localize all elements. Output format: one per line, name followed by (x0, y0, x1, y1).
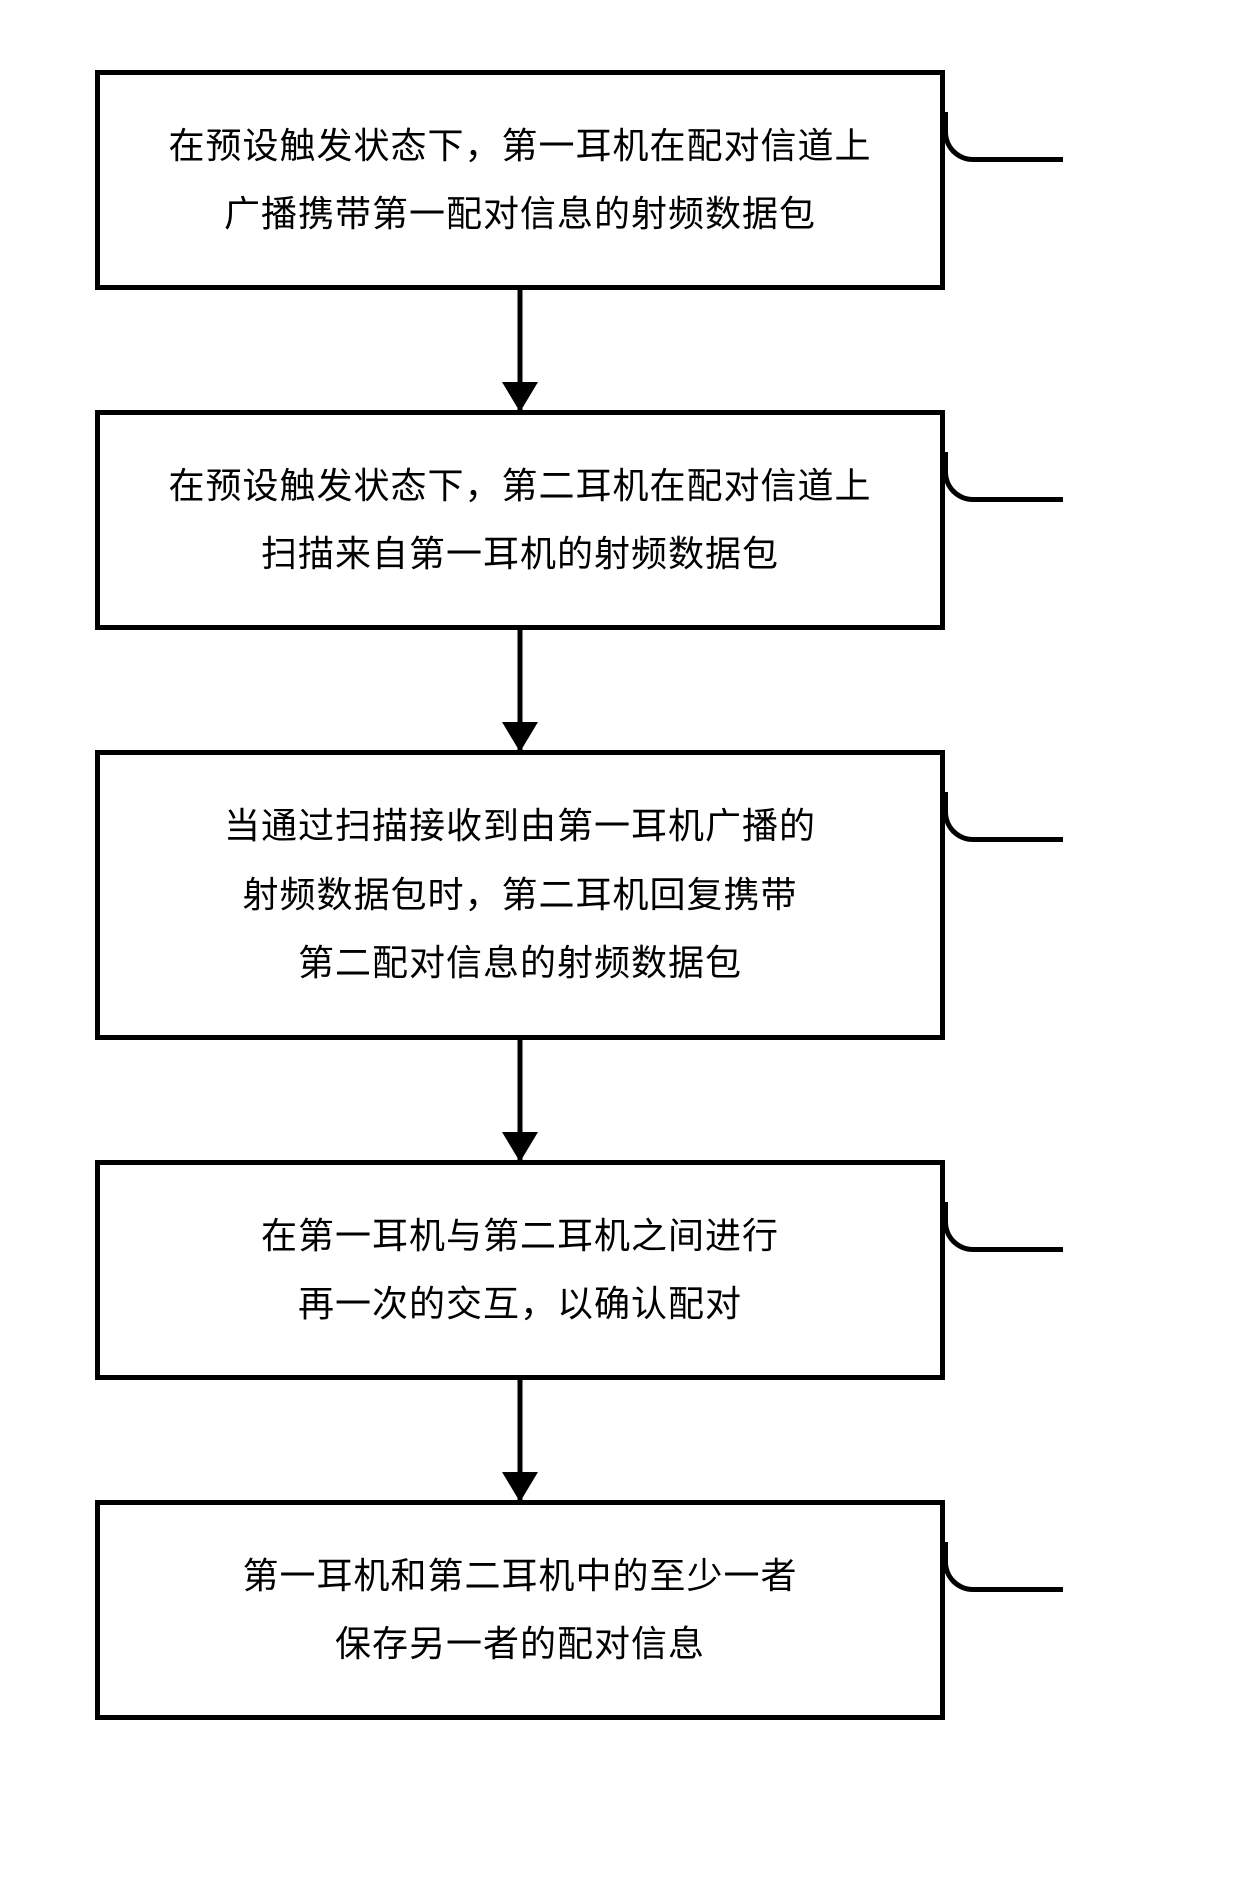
flow-text-s330-line3: 第二配对信息的射频数据包 (298, 929, 742, 997)
arrow-s340-s350 (95, 1380, 945, 1500)
arrow-s310-s320 (95, 290, 945, 410)
flow-box-s350: 第一耳机和第二耳机中的至少一者 保存另一者的配对信息 (95, 1500, 945, 1720)
arrow-s330-s340 (95, 1040, 945, 1160)
flow-text-s310-line1: 在预设触发状态下，第一耳机在配对信道上 (168, 112, 871, 180)
flow-text-s320-line2: 扫描来自第一耳机的射频数据包 (261, 520, 779, 588)
flow-step-s350: 第一耳机和第二耳机中的至少一者 保存另一者的配对信息 S350 (95, 1500, 1145, 1720)
flow-text-s330-line2: 射频数据包时，第二耳机回复携带 (242, 861, 797, 929)
connector-s340 (943, 1202, 1063, 1252)
flow-text-s350-line1: 第一耳机和第二耳机中的至少一者 (242, 1542, 797, 1610)
flow-step-s310: 在预设触发状态下，第一耳机在配对信道上 广播携带第一配对信息的射频数据包 S31… (95, 70, 1145, 290)
flow-step-s330: 当通过扫描接收到由第一耳机广播的 射频数据包时，第二耳机回复携带 第二配对信息的… (95, 750, 1145, 1040)
flow-text-s330-line1: 当通过扫描接收到由第一耳机广播的 (224, 792, 816, 860)
arrow-s320-s330 (95, 630, 945, 750)
flow-box-s340: 在第一耳机与第二耳机之间进行 再一次的交互，以确认配对 (95, 1160, 945, 1380)
connector-s350 (943, 1542, 1063, 1592)
flow-box-s320: 在预设触发状态下，第二耳机在配对信道上 扫描来自第一耳机的射频数据包 (95, 410, 945, 630)
flow-step-s320: 在预设触发状态下，第二耳机在配对信道上 扫描来自第一耳机的射频数据包 S320 (95, 410, 1145, 630)
connector-s330 (943, 792, 1063, 842)
flow-box-s310: 在预设触发状态下，第一耳机在配对信道上 广播携带第一配对信息的射频数据包 (95, 70, 945, 290)
flow-text-s310-line2: 广播携带第一配对信息的射频数据包 (224, 180, 816, 248)
flowchart-container: 在预设触发状态下，第一耳机在配对信道上 广播携带第一配对信息的射频数据包 S31… (95, 70, 1145, 1720)
flow-text-s340-line1: 在第一耳机与第二耳机之间进行 (261, 1202, 779, 1270)
flow-step-s340: 在第一耳机与第二耳机之间进行 再一次的交互，以确认配对 S340 (95, 1160, 1145, 1380)
arrow-head-icon (502, 1472, 538, 1502)
connector-s310 (943, 112, 1063, 162)
connector-s320 (943, 452, 1063, 502)
flow-text-s350-line2: 保存另一者的配对信息 (335, 1610, 705, 1678)
arrow-head-icon (502, 382, 538, 412)
arrow-head-icon (502, 722, 538, 752)
arrow-head-icon (502, 1132, 538, 1162)
flow-text-s320-line1: 在预设触发状态下，第二耳机在配对信道上 (168, 452, 871, 520)
flow-box-s330: 当通过扫描接收到由第一耳机广播的 射频数据包时，第二耳机回复携带 第二配对信息的… (95, 750, 945, 1040)
flow-text-s340-line2: 再一次的交互，以确认配对 (298, 1270, 742, 1338)
